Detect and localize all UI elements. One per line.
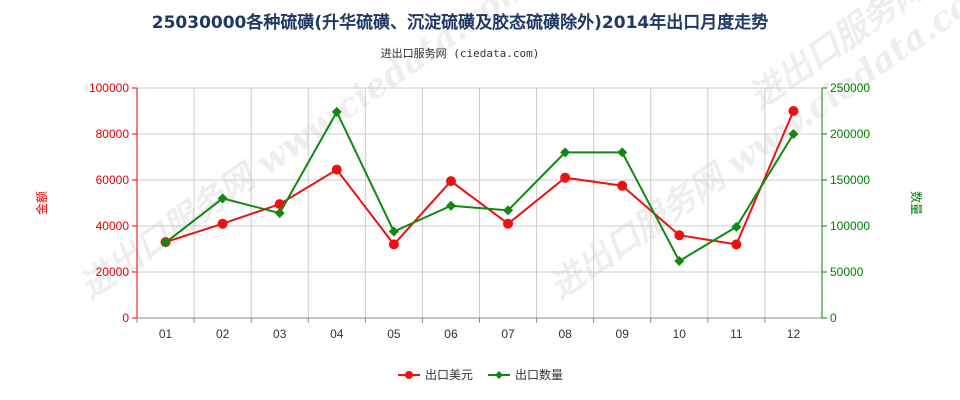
data-point-quantity [331, 106, 342, 117]
data-point-value [731, 239, 742, 250]
y-tick-label-left: 20000 [96, 265, 130, 279]
chart-subtitle: 进出口服务网 (ciedata.com) [381, 46, 540, 60]
y-tick-label-left: 0 [122, 311, 129, 325]
data-point-value [331, 164, 342, 175]
data-point-quantity [731, 221, 742, 232]
data-point-value [617, 180, 628, 191]
x-tick-label: 12 [787, 327, 801, 341]
x-tick-label: 07 [501, 327, 515, 341]
data-point-value [503, 218, 514, 229]
y-axis-label-left: 金额 [34, 191, 49, 215]
data-point-quantity [160, 237, 171, 248]
x-tick-label: 04 [330, 327, 344, 341]
data-point-quantity [788, 129, 799, 139]
data-point-value [274, 199, 285, 210]
x-tick-label: 01 [159, 327, 173, 341]
data-point-value [445, 176, 456, 187]
data-point-value [560, 172, 571, 183]
x-tick-label: 09 [616, 327, 630, 341]
x-tick-label: 03 [273, 327, 287, 341]
y-axis-label-right: 数量 [909, 191, 924, 215]
chart-title: 25030000各种硫磺(升华硫磺、沉淀硫磺及胶态硫磺除外)2014年出口月度走… [152, 12, 768, 33]
x-tick-label: 10 [673, 327, 687, 341]
x-tick-label: 08 [558, 327, 572, 341]
y-tick-label-right: 0 [830, 311, 837, 325]
series-line-value [165, 110, 795, 246]
data-point-quantity [503, 205, 514, 216]
y-tick-label-left: 60000 [96, 173, 130, 187]
x-tick-label: 06 [444, 327, 458, 341]
data-point-quantity [560, 147, 571, 158]
legend: 出口美元 出口数量 [398, 367, 563, 382]
x-tick-label: 02 [216, 327, 230, 341]
data-point-quantity [274, 208, 285, 219]
data-point-quantity [445, 200, 456, 211]
data-point-value [388, 239, 399, 250]
y-tick-label-right: 250000 [830, 81, 870, 95]
data-point-quantity [217, 193, 228, 204]
series-line-quantity [164, 109, 795, 263]
series-layer [160, 106, 799, 266]
data-point-quantity [388, 226, 399, 237]
data-point-quantity [617, 147, 628, 158]
data-point-value [674, 230, 685, 241]
y-tick-label-right: 150000 [830, 173, 870, 187]
legend-marker-quantity [495, 371, 503, 379]
legend-marker-value [405, 371, 413, 379]
legend-label: 出口数量 [515, 367, 563, 382]
data-point-quantity [674, 255, 685, 266]
y-tick-label-right: 50000 [830, 265, 864, 279]
legend-label: 出口美元 [425, 368, 473, 382]
tick-labels: 0 20000 40000 60000 80000 100000 0 50000 100000 1… [89, 81, 870, 341]
y-tick-label-right: 200000 [830, 127, 870, 141]
y-tick-label-left: 40000 [96, 219, 130, 233]
y-tick-label-right: 100000 [830, 219, 870, 233]
watermark-text: 进出口服务网 www.ciedata.com [542, 0, 960, 307]
data-point-value [788, 106, 799, 116]
x-tick-label: 11 [730, 327, 743, 341]
x-tick-label: 05 [387, 327, 401, 341]
y-tick-label-left: 80000 [96, 127, 130, 141]
y-tick-label-left: 100000 [89, 81, 129, 95]
data-point-value [217, 218, 228, 229]
